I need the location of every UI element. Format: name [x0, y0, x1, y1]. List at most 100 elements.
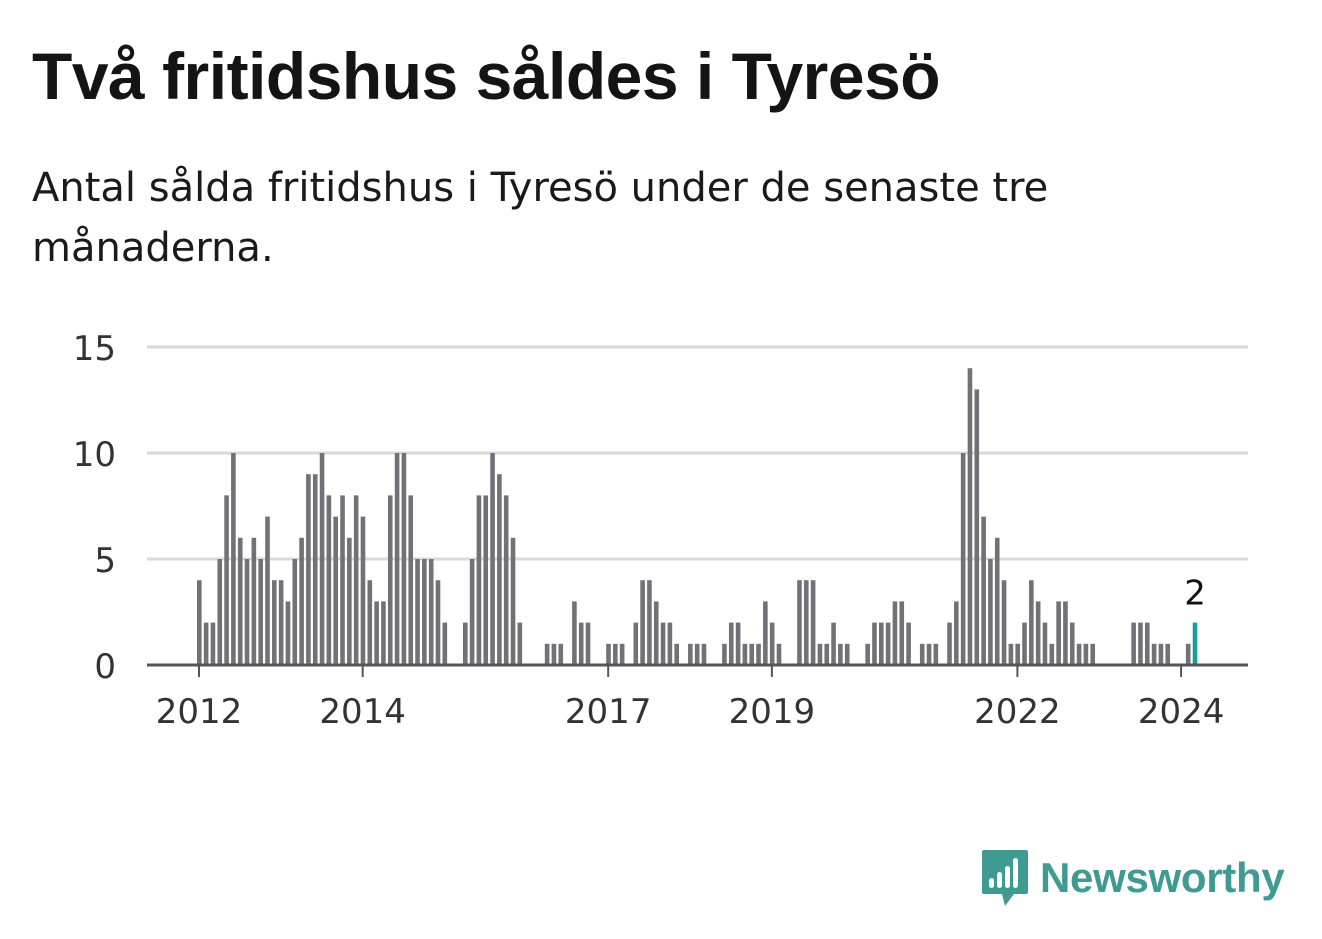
bar	[503, 495, 509, 665]
bar	[278, 580, 284, 665]
bar	[319, 453, 325, 665]
bar	[735, 622, 741, 665]
bar	[374, 601, 379, 665]
bar	[701, 643, 707, 665]
x-tick-label: 2019	[729, 692, 816, 732]
bar	[728, 622, 734, 665]
bar	[865, 643, 870, 665]
bar	[483, 495, 489, 665]
bar	[244, 559, 250, 665]
bar	[422, 559, 427, 665]
bar	[988, 559, 993, 665]
bar	[572, 601, 577, 665]
bar	[217, 559, 223, 665]
x-tick-label: 2012	[156, 692, 243, 732]
bar	[749, 643, 755, 665]
x-tick-label: 2024	[1138, 692, 1225, 732]
bar	[544, 643, 550, 665]
bar	[974, 389, 980, 665]
bar	[954, 601, 959, 665]
bar	[1144, 622, 1150, 665]
bar	[647, 580, 652, 665]
bar	[1029, 580, 1034, 665]
bar	[517, 622, 523, 665]
bar-highlight	[1192, 622, 1198, 665]
bar	[551, 643, 557, 665]
bar	[394, 453, 400, 665]
y-axis-ticks: 0 5 10 15	[73, 329, 116, 687]
bar	[265, 516, 270, 665]
bar	[326, 495, 332, 665]
bar	[906, 622, 911, 665]
data-labels: 2	[1184, 574, 1206, 614]
bar	[674, 643, 679, 665]
newsworthy-logo-icon	[982, 850, 1028, 906]
x-axis-ticks: 2012 2014 2017 2019 2022 2024	[156, 665, 1225, 732]
bar	[1185, 643, 1191, 665]
bar-chart: 0 5 10 15 2012 2014 2017 2019 2022 2024 2	[73, 329, 1248, 732]
bar	[1083, 643, 1089, 665]
bar	[558, 643, 564, 665]
bar	[272, 580, 277, 665]
bar	[1049, 643, 1055, 665]
bar	[1056, 601, 1061, 665]
bar	[722, 643, 727, 665]
bar	[292, 559, 298, 665]
bar	[947, 622, 952, 665]
y-tick-label: 0	[94, 647, 116, 687]
bar	[203, 622, 209, 665]
bar	[237, 537, 243, 665]
brand-name: Newsworthy	[1040, 854, 1285, 901]
bar	[1138, 622, 1143, 665]
bar	[442, 622, 448, 665]
bar	[844, 643, 850, 665]
x-tick-label: 2022	[974, 692, 1061, 732]
bar	[367, 580, 373, 665]
bar	[960, 453, 966, 665]
bar	[613, 643, 618, 665]
bar	[994, 537, 1000, 665]
bar	[476, 495, 482, 665]
bar	[428, 559, 434, 665]
bars	[197, 368, 1198, 665]
bar	[1090, 643, 1096, 665]
bar	[831, 622, 836, 665]
bar	[1035, 601, 1041, 665]
bar	[967, 368, 973, 665]
y-tick-label: 10	[73, 435, 116, 475]
bar	[197, 580, 202, 665]
bar	[1001, 580, 1007, 665]
bar	[210, 622, 216, 665]
bar	[224, 495, 229, 665]
bar	[497, 474, 502, 665]
bar	[1022, 622, 1027, 665]
x-tick-label: 2014	[319, 692, 406, 732]
bar	[763, 601, 768, 665]
bar	[360, 516, 366, 665]
bar	[797, 580, 802, 665]
bar	[694, 643, 700, 665]
bar	[285, 601, 291, 665]
bar	[872, 622, 877, 665]
bar	[742, 643, 748, 665]
bar	[258, 559, 263, 665]
bar	[231, 453, 236, 665]
bar	[1015, 643, 1020, 665]
bar	[640, 580, 645, 665]
bar	[879, 622, 884, 665]
bar	[838, 643, 843, 665]
data-label: 2	[1184, 574, 1206, 614]
bar	[776, 643, 782, 665]
bar	[981, 516, 986, 665]
bar	[660, 622, 666, 665]
bar	[824, 643, 830, 665]
bar	[387, 495, 393, 665]
bar	[1008, 643, 1014, 665]
chart-subtitle: Antal sålda fritidshus i Tyresö under de…	[32, 165, 1049, 271]
bar	[606, 643, 611, 665]
bar	[1069, 622, 1075, 665]
bar	[1063, 601, 1068, 665]
bar	[408, 495, 414, 665]
bar	[803, 580, 809, 665]
bar	[769, 622, 775, 665]
